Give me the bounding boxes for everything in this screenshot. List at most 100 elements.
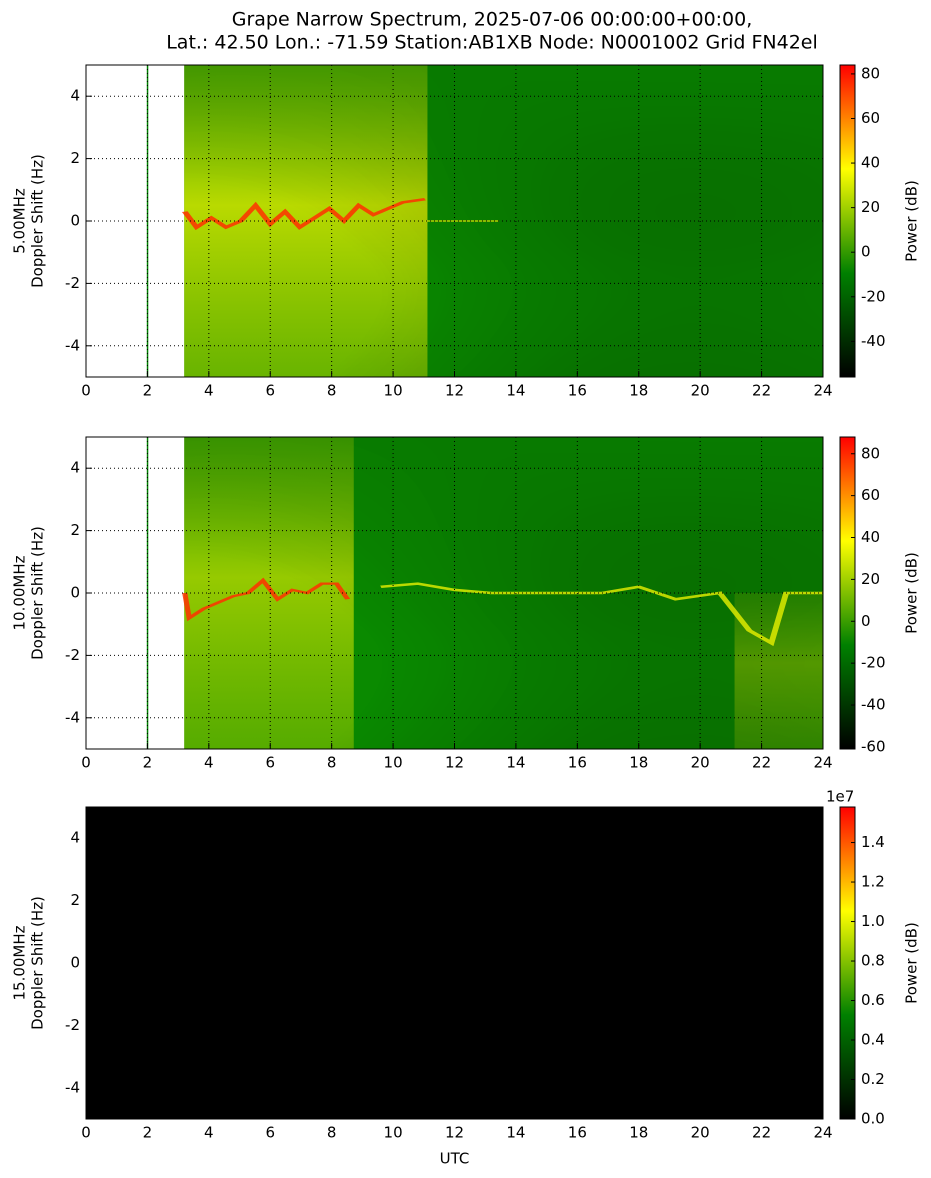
y-axis-label: Doppler Shift (Hz) xyxy=(29,526,47,660)
plot-frame xyxy=(85,806,824,1120)
x-tick-label: 4 xyxy=(204,1124,214,1142)
colorbar-tick-label: 60 xyxy=(861,109,880,127)
colorbar-tick-label: 0.6 xyxy=(861,991,885,1009)
spectrogram-image xyxy=(425,220,499,222)
colorbar-tick-label: -60 xyxy=(861,737,886,755)
x-tick-label: 12 xyxy=(445,1124,464,1142)
x-tick-label: 10 xyxy=(384,382,403,400)
colorbar-tick-label: 0.4 xyxy=(861,1031,885,1049)
x-axis-label: UTC xyxy=(440,1150,470,1168)
spectrogram-image xyxy=(100,963,153,1041)
x-tick-label: 18 xyxy=(629,382,648,400)
y-axis-label: 10.00MHz xyxy=(11,555,29,630)
y-tick-label: -2 xyxy=(65,646,80,664)
y-tick-label: -4 xyxy=(65,1078,80,1096)
colorbar-label: Power (dB) xyxy=(903,180,921,262)
colorbar xyxy=(839,64,856,378)
colorbar-tick-label: 0 xyxy=(861,243,871,261)
y-axis-label: Doppler Shift (Hz) xyxy=(29,896,47,1030)
x-tick-label: 22 xyxy=(752,382,771,400)
plot-frame xyxy=(85,436,824,750)
y-tick-label: 4 xyxy=(70,829,80,847)
y-tick-label: -2 xyxy=(65,1016,80,1034)
y-tick-label: 2 xyxy=(70,891,80,909)
title-line: Grape Narrow Spectrum, 2025-07-06 00:00:… xyxy=(232,9,753,31)
x-tick-label: 14 xyxy=(506,1124,525,1142)
x-tick-label: 16 xyxy=(568,754,587,772)
colorbar-tick-label: 80 xyxy=(861,444,880,462)
spectrogram-image xyxy=(181,197,426,231)
y-tick-label: -4 xyxy=(65,336,80,354)
x-tick-label: 0 xyxy=(81,754,91,772)
spectrogram-image xyxy=(167,894,179,914)
colorbar-offset: 1e7 xyxy=(826,788,854,806)
y-axis-label: 5.00MHz xyxy=(11,188,29,254)
x-tick-label: 16 xyxy=(568,382,587,400)
colorbar-tick-label: 80 xyxy=(861,64,880,82)
spectrogram-image xyxy=(182,577,351,622)
x-tick-label: 6 xyxy=(265,382,275,400)
spectrogram-image xyxy=(184,65,823,377)
x-tick-label: 4 xyxy=(204,754,214,772)
x-tick-label: 24 xyxy=(813,754,832,772)
x-tick-label: 10 xyxy=(384,1124,403,1142)
y-tick-label: 0 xyxy=(70,212,80,230)
y-axis-label: Doppler Shift (Hz) xyxy=(29,154,47,288)
colorbar-tick-label: -40 xyxy=(861,696,886,714)
colorbar-label: Power (dB) xyxy=(903,922,921,1004)
x-tick-label: 4 xyxy=(204,382,214,400)
x-tick-label: 20 xyxy=(691,1124,710,1142)
colorbar-tick-label: 60 xyxy=(861,486,880,504)
x-tick-label: 22 xyxy=(752,1124,771,1142)
x-tick-label: 0 xyxy=(81,1124,91,1142)
y-tick-label: 2 xyxy=(70,149,80,167)
colorbar-tick-label: 40 xyxy=(861,528,880,546)
colorbar-tick-label: 1.0 xyxy=(861,912,885,930)
colorbar-tick-label: 0.0 xyxy=(861,1110,885,1128)
y-tick-label: -2 xyxy=(65,274,80,292)
x-tick-label: 22 xyxy=(752,754,771,772)
x-tick-label: 8 xyxy=(327,1124,337,1142)
colorbar-label: Power (dB) xyxy=(903,552,921,634)
y-tick-label: 2 xyxy=(70,521,80,539)
colorbar-tick-label: 1.4 xyxy=(861,833,885,851)
x-tick-label: 14 xyxy=(506,754,525,772)
y-tick-label: 4 xyxy=(70,87,80,105)
x-tick-label: 12 xyxy=(445,754,464,772)
y-tick-label: -4 xyxy=(65,708,80,726)
spectrogram xyxy=(146,65,823,377)
x-tick-label: 6 xyxy=(265,754,275,772)
x-tick-label: 2 xyxy=(143,382,153,400)
x-tick-label: 14 xyxy=(506,382,525,400)
y-tick-label: 0 xyxy=(70,954,80,972)
title-line: Lat.: 42.50 Lon.: -71.59 Station:AB1XB N… xyxy=(166,32,818,54)
colorbar-tick-label: 40 xyxy=(861,154,880,172)
colorbar-tick-label: 0 xyxy=(861,612,871,630)
colorbar xyxy=(839,806,856,1120)
x-tick-label: 2 xyxy=(143,1124,153,1142)
colorbar xyxy=(839,436,856,750)
colorbar-tick-label: -20 xyxy=(861,654,886,672)
colorbar-tick-label: 20 xyxy=(861,198,880,216)
x-tick-label: 8 xyxy=(327,382,337,400)
x-tick-label: 16 xyxy=(568,1124,587,1142)
x-tick-label: 20 xyxy=(691,382,710,400)
y-tick-label: 4 xyxy=(70,459,80,477)
x-tick-label: 2 xyxy=(143,754,153,772)
x-tick-label: 18 xyxy=(629,754,648,772)
colorbar-tick-label: -40 xyxy=(861,332,886,350)
colorbar-tick-label: 1.2 xyxy=(861,873,885,891)
x-tick-label: 24 xyxy=(813,382,832,400)
colorbar-tick-label: 0.8 xyxy=(861,952,885,970)
x-tick-label: 20 xyxy=(691,754,710,772)
x-tick-label: 6 xyxy=(265,1124,275,1142)
x-tick-label: 10 xyxy=(384,754,403,772)
colorbar-tick-label: 20 xyxy=(861,570,880,588)
x-tick-label: 12 xyxy=(445,382,464,400)
x-tick-label: 24 xyxy=(813,1124,832,1142)
x-tick-label: 8 xyxy=(327,754,337,772)
plot-frame xyxy=(85,64,824,378)
colorbar-tick-label: 0.2 xyxy=(861,1070,885,1088)
colorbar-tick-label: -20 xyxy=(861,287,886,305)
